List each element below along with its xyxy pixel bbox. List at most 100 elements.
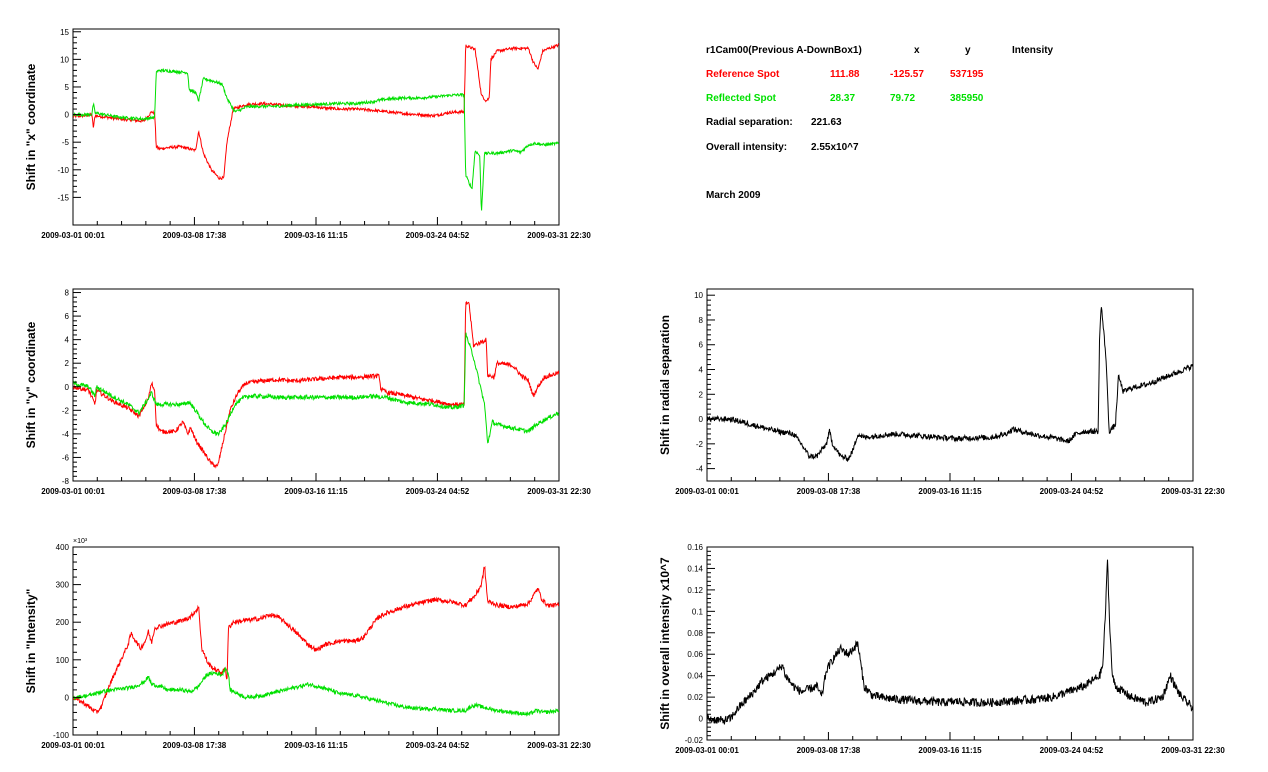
x-tick-label: 2009-03-31 22:30 — [1161, 746, 1225, 755]
y-tick-label: 4 — [699, 366, 704, 375]
y-axis-label: Shift in "y" coordinate — [24, 321, 38, 448]
y-tick-label: 0 — [65, 111, 70, 120]
series-line-1 — [73, 43, 559, 181]
y-tick-label: 0.08 — [687, 629, 703, 638]
x-tick-label: 2009-03-16 11:15 — [284, 487, 348, 496]
x-tick-label: 2009-03-24 04:52 — [406, 487, 470, 496]
x-tick-label: 2009-03-16 11:15 — [284, 231, 348, 240]
y-tick-label: -0.02 — [685, 736, 704, 745]
reflected-spot-intensity: 385950 — [950, 93, 984, 104]
y-tick-label: 0.14 — [687, 564, 703, 573]
plot-frame — [706, 288, 1194, 482]
y-tick-label: 2 — [65, 359, 70, 368]
y-tick-label: 8 — [65, 289, 70, 298]
x-tick-label: 2009-03-24 04:52 — [406, 231, 470, 240]
y-tick-label: 8 — [699, 316, 704, 325]
reference-spot-y: -125.57 — [890, 69, 924, 80]
y-tick-label: 0 — [699, 415, 704, 424]
chart-radial_shift: -4 -2 0 2 4 6 8 10 2009-03-01 00:01 2009-03-08 17… — [658, 288, 1225, 496]
x-tick-label: 2009-03-16 11:15 — [918, 487, 982, 496]
reflected-spot-label: Reflected Spot — [706, 93, 777, 104]
y-tick-label: 0 — [65, 383, 70, 392]
radial-separation-label: Radial separation: — [706, 117, 793, 128]
y-tick-label: 2 — [699, 390, 704, 399]
series-line-1 — [73, 301, 559, 469]
x-tick-label: 2009-03-24 04:52 — [1040, 487, 1104, 496]
y-tick-label: 100 — [56, 656, 70, 665]
overall-intensity-label: Overall intensity: — [706, 142, 788, 153]
y-tick-label: 6 — [65, 312, 70, 321]
month-label: March 2009 — [706, 190, 761, 201]
chart-y_shift: -8 -6 -4 -2 0 2 4 6 8 2009-03-01 00:01 2009-03-08 … — [24, 288, 591, 496]
x-tick-label: 2009-03-24 04:52 — [406, 741, 470, 750]
series-line-1 — [73, 565, 559, 714]
y-tick-label: 0 — [65, 693, 70, 702]
info-col-y: y — [965, 45, 971, 56]
y-tick-label: 5 — [65, 83, 70, 92]
y-tick-label: 0.1 — [692, 607, 704, 616]
x-tick-label: 2009-03-01 00:01 — [41, 231, 105, 240]
x-tick-label: 2009-03-08 17:38 — [797, 487, 861, 496]
chart-x_shift: -15 -10 -5 0 5 10 15 2009-03-01 00:01 2009-03-08… — [24, 28, 591, 240]
y-axis-label: Shift in "x" coordinate — [24, 63, 38, 190]
reflected-spot-y: 79.72 — [890, 93, 916, 104]
x-tick-label: 2009-03-08 17:38 — [163, 231, 227, 240]
series-line-2 — [73, 332, 559, 444]
y-tick-label: -2 — [696, 440, 704, 449]
y-tick-label: 400 — [56, 543, 70, 552]
series-line-1 — [707, 307, 1193, 462]
overall-intensity-value: 2.55x10^7 — [811, 142, 859, 153]
y-tick-label: 0.06 — [687, 650, 703, 659]
x-tick-label: 2009-03-31 22:30 — [527, 741, 591, 750]
y-exponent-label: ×10³ — [73, 538, 88, 545]
y-tick-label: -4 — [62, 430, 70, 439]
series-line-2 — [73, 666, 559, 717]
y-axis-label: Shift in overall intensity x10^7 — [658, 557, 672, 730]
x-tick-label: 2009-03-31 22:30 — [1161, 487, 1225, 496]
x-tick-label: 2009-03-08 17:38 — [163, 487, 227, 496]
x-tick-label: 2009-03-01 00:01 — [41, 487, 105, 496]
y-tick-label: 10 — [694, 291, 703, 300]
plot-frame — [72, 288, 560, 482]
series-line-1 — [707, 559, 1193, 725]
y-tick-label: 0.12 — [687, 586, 703, 595]
reference-spot-intensity: 537195 — [950, 69, 984, 80]
y-tick-label: -2 — [62, 406, 70, 415]
info-title: r1Cam00(Previous A-DownBox1) — [706, 45, 862, 56]
chart-intensity_shift: -100 0 100 200 300 400 2009-03-01 00:01 2009-03… — [24, 538, 591, 750]
y-tick-label: 4 — [65, 336, 70, 345]
x-tick-label: 2009-03-24 04:52 — [1040, 746, 1104, 755]
y-tick-label: -6 — [62, 453, 70, 462]
y-tick-label: -100 — [53, 731, 70, 740]
chart-overall_intensity_shift: -0.02 0 0.02 0.04 0.06 0.08 0.1 0.12 0.14 0.16 200… — [658, 543, 1225, 755]
y-tick-label: -5 — [62, 138, 70, 147]
y-tick-label: 200 — [56, 618, 70, 627]
y-axis-label: Shift in radial separation — [658, 315, 672, 455]
x-tick-label: 2009-03-16 11:15 — [918, 746, 982, 755]
reference-spot-label: Reference Spot — [706, 69, 780, 80]
info-col-intensity: Intensity — [1012, 45, 1054, 56]
y-tick-label: 10 — [60, 55, 69, 64]
y-tick-label: 0.16 — [687, 543, 703, 552]
plot-frame — [706, 546, 1194, 741]
x-tick-label: 2009-03-01 00:01 — [675, 746, 739, 755]
y-tick-label: -15 — [57, 193, 69, 202]
y-tick-label: 0.04 — [687, 672, 703, 681]
x-tick-label: 2009-03-31 22:30 — [527, 231, 591, 240]
x-tick-label: 2009-03-01 00:01 — [41, 741, 105, 750]
series-line-2 — [73, 67, 559, 211]
x-tick-label: 2009-03-08 17:38 — [797, 746, 861, 755]
y-tick-label: 6 — [699, 341, 704, 350]
y-tick-label: 0.02 — [687, 693, 703, 702]
reference-spot-x: 111.88 — [830, 69, 860, 80]
x-tick-label: 2009-03-08 17:38 — [163, 741, 227, 750]
reflected-spot-x: 28.37 — [830, 93, 856, 104]
y-tick-label: 0 — [699, 715, 704, 724]
x-tick-label: 2009-03-31 22:30 — [527, 487, 591, 496]
y-tick-label: -4 — [696, 465, 704, 474]
radial-separation-value: 221.63 — [811, 117, 842, 128]
info-col-x: x — [914, 45, 920, 56]
y-tick-label: -8 — [62, 477, 70, 486]
x-tick-label: 2009-03-01 00:01 — [675, 487, 739, 496]
